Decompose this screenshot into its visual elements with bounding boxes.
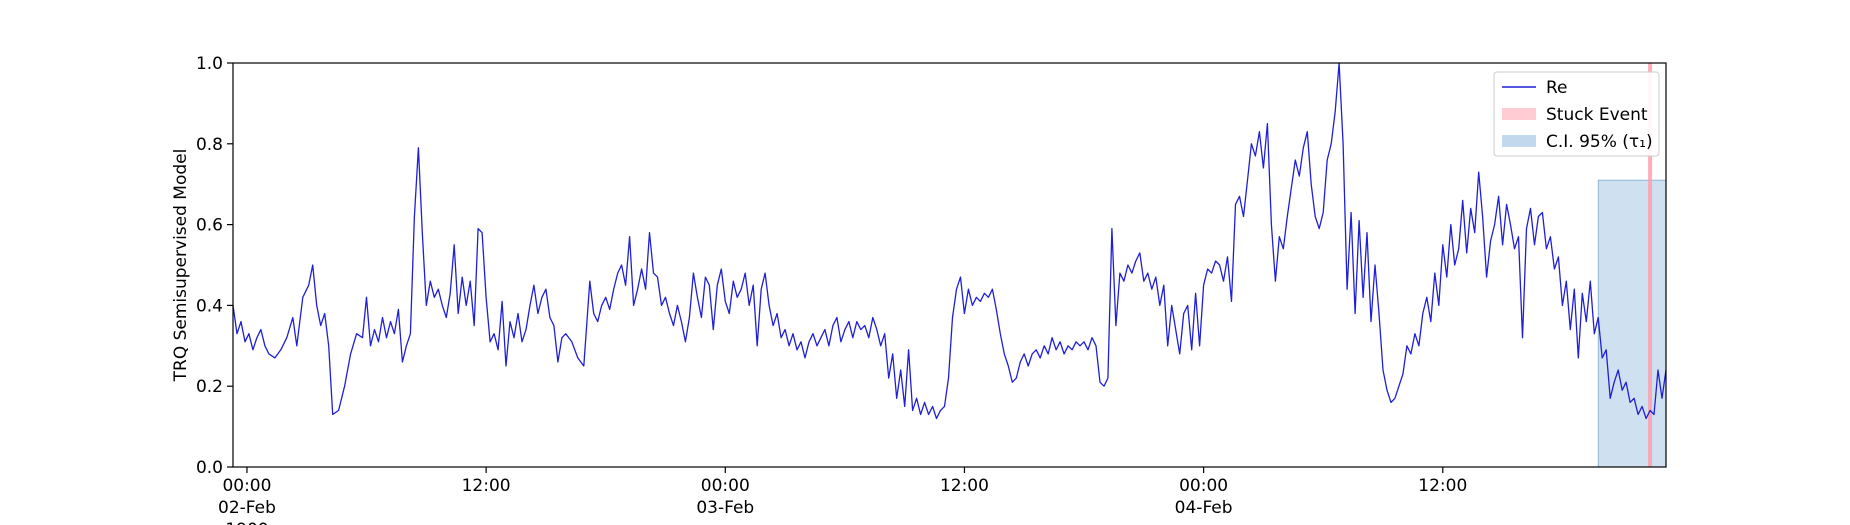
x-tick-label-time: 12:00 xyxy=(462,476,511,496)
y-tick-label: 1.0 xyxy=(196,54,223,74)
y-axis-label: TRQ Semisupervised Model xyxy=(171,149,191,383)
x-tick-label-date: 03-Feb xyxy=(696,498,754,518)
legend: Re Stuck Event C.I. 95% (τ₁) xyxy=(1493,71,1660,157)
x-tick-label-date: 04-Feb xyxy=(1175,498,1233,518)
legend-swatch-patch xyxy=(1502,135,1536,147)
x-tick-label-time: 12:00 xyxy=(1418,476,1467,496)
legend-label: Re xyxy=(1546,78,1568,98)
y-axis: 0.0 0.2 0.4 0.6 0.8 1.0 xyxy=(196,54,233,478)
series-layer xyxy=(232,62,1667,420)
confidence-interval-band xyxy=(1597,179,1667,468)
x-tick-label-time: 12:00 xyxy=(940,476,989,496)
chart-bands xyxy=(1597,63,1667,468)
x-tick-label-time: 00:00 xyxy=(701,476,750,496)
legend-label: C.I. 95% (τ₁) xyxy=(1546,132,1653,152)
x-axis: 00:0002-Feb190012:0000:0003-Feb12:0000:0… xyxy=(218,467,1467,525)
x-tick-label-year: 1900 xyxy=(225,520,268,525)
plot-frame xyxy=(232,62,1667,468)
series-line-re xyxy=(232,62,1667,420)
y-tick-label: 0.0 xyxy=(196,458,223,478)
x-tick-label-time: 00:00 xyxy=(222,476,271,496)
y-tick-label: 0.8 xyxy=(196,135,223,155)
x-tick-label-date: 02-Feb xyxy=(218,498,276,518)
stuck-event-band xyxy=(1648,63,1653,467)
x-tick-label-time: 00:00 xyxy=(1179,476,1228,496)
y-tick-label: 0.2 xyxy=(196,377,223,397)
y-tick-label: 0.4 xyxy=(196,296,223,316)
legend-label: Stuck Event xyxy=(1546,105,1648,125)
y-tick-label: 0.6 xyxy=(196,216,223,236)
legend-swatch-patch xyxy=(1502,108,1536,120)
